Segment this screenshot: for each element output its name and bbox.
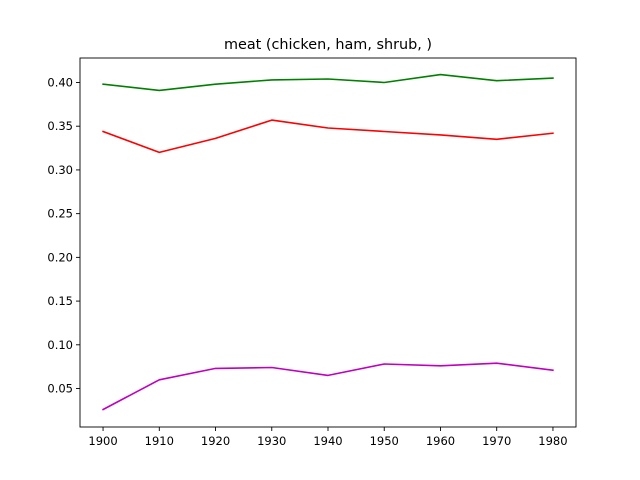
x-tick-label: 1950 [370, 434, 399, 448]
series-line-2 [102, 119, 554, 154]
x-tick-label: 1980 [538, 434, 567, 448]
chart-title: meat (chicken, ham, shrub, ) [224, 37, 432, 53]
y-tick-label: 0.10 [47, 338, 73, 352]
x-tick-label: 1970 [482, 434, 511, 448]
x-tick-label: 1960 [426, 434, 455, 448]
y-tick-label: 0.35 [47, 119, 73, 133]
series-line-1 [102, 73, 554, 92]
y-tick-label: 0.05 [47, 382, 73, 396]
x-tick-label: 1920 [201, 434, 230, 448]
plot-area: 1900 1910 1920 1930 1940 1950 1960 1970 1980 0.05… [47, 57, 577, 448]
x-tick-label: 1930 [257, 434, 286, 448]
y-tick-label: 0.40 [47, 75, 73, 89]
y-tick-label: 0.30 [47, 163, 73, 177]
x-tick-label: 1940 [313, 434, 342, 448]
x-tick-label: 1910 [145, 434, 174, 448]
series-line-3 [102, 362, 554, 411]
x-tick-label: 1900 [88, 434, 117, 448]
y-tick-label: 0.25 [47, 207, 73, 221]
y-tick-label: 0.20 [47, 250, 73, 264]
y-tick-label: 0.15 [47, 294, 73, 308]
